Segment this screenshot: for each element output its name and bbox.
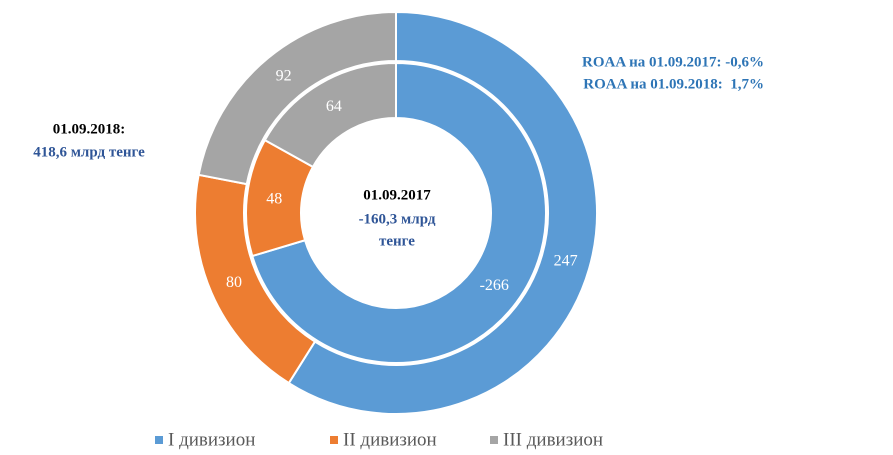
donut-segment (263, 61, 397, 169)
donut-segment (197, 10, 397, 186)
legend-label: II дивизион (343, 429, 437, 450)
donut-segment (251, 61, 547, 364)
legend-swatch (330, 436, 338, 444)
legend-swatch (155, 436, 163, 444)
annotation: 01.09.2018: (53, 121, 126, 137)
legend-label: III дивизион (503, 429, 603, 450)
legend-swatch (490, 436, 498, 444)
annotation: 418,6 млрд тенге (33, 144, 145, 160)
data-label: 64 (326, 98, 342, 115)
annotation: тенге (379, 233, 415, 249)
data-label: 48 (266, 190, 282, 207)
annotation: 01.09.2017 (363, 187, 431, 203)
data-label: 247 (554, 253, 578, 270)
data-label: 92 (276, 68, 292, 85)
data-label: -266 (480, 277, 509, 294)
data-label: 80 (226, 274, 242, 291)
annotation: ROAA на 01.09.2017: -0,6% (582, 54, 764, 70)
donut-segment (287, 10, 598, 415)
annotation: ROAA на 01.09.2018: 1,7% (583, 76, 764, 92)
legend-label: I дивизион (168, 429, 255, 450)
annotation: -160,3 млрд (359, 211, 436, 227)
